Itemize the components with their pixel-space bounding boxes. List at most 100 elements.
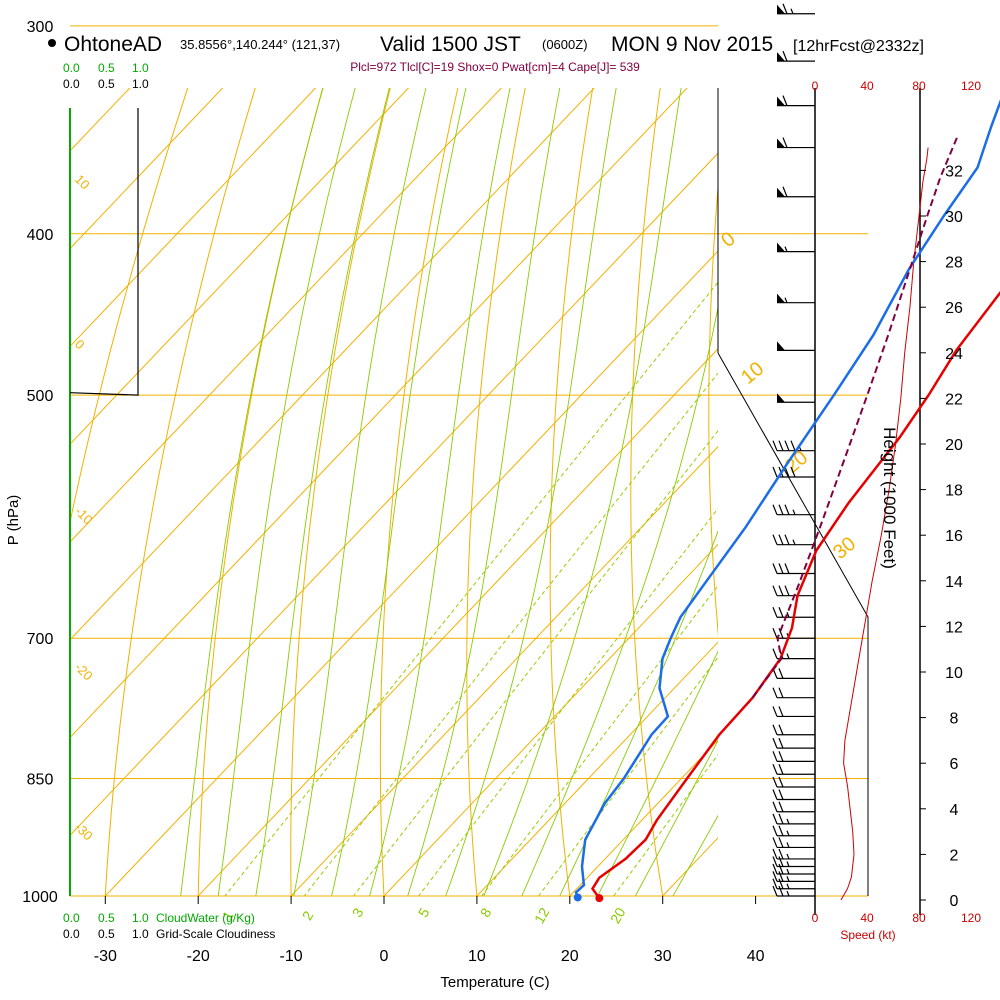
- wind-barb: [772, 751, 815, 762]
- wind-full-barb: [778, 607, 784, 618]
- utc-time: (0600Z): [542, 37, 588, 52]
- station-dot-icon: [48, 39, 56, 47]
- cloudwater-label: CloudWater (g/Kg): [156, 911, 255, 925]
- isotherm-line: [476, 641, 718, 896]
- stability-indices: Plcl=972 Tlcl[C]=19 Shox=0 Pwat[cm]=4 Ca…: [350, 60, 640, 74]
- wind-half-barb: [786, 861, 790, 867]
- wind-barb: [777, 95, 815, 107]
- wind-full-barb: [782, 186, 788, 197]
- wind-barb: [772, 563, 815, 575]
- wind-full-barb: [772, 813, 778, 825]
- wind-full-barb: [772, 648, 778, 659]
- wind-full-barb: [778, 871, 784, 882]
- wind-full-barb: [778, 856, 784, 867]
- wind-full-barb: [778, 724, 784, 735]
- height-tick-label: 22: [945, 391, 963, 408]
- plot-frame: [70, 88, 718, 896]
- adiabat-label: 10: [737, 358, 768, 389]
- wind-barb: [777, 137, 815, 149]
- wind-pennant: [777, 4, 785, 14]
- cloudwater-scale-bottom: 0.0: [63, 911, 80, 925]
- wind-full-barb: [782, 3, 788, 14]
- wind-half-barb: [786, 818, 790, 825]
- wind-half-barb: [792, 539, 796, 545]
- wind-half-barb: [784, 246, 788, 252]
- wind-full-barb: [772, 504, 778, 515]
- moist-adiabat-line: [180, 88, 324, 896]
- isotherm-label: -30: [72, 820, 96, 844]
- x-axis-title: Temperature (C): [440, 974, 549, 991]
- wind-full-barb: [778, 440, 784, 451]
- mixing-ratio-line: [303, 372, 718, 896]
- y-axis-title: P (hPa): [5, 495, 22, 546]
- wind-half-barb: [786, 876, 790, 882]
- dewpoint-line: [574, 99, 1000, 898]
- wind-barb: [777, 50, 815, 62]
- wind-full-barb: [778, 668, 784, 679]
- height-tick-label: 18: [945, 483, 963, 500]
- wind-full-barb: [782, 137, 788, 148]
- wind-full-barb: [772, 776, 778, 788]
- dry-adiabat-line: [929, 0, 1000, 924]
- mixing-ratio-line: [417, 507, 718, 896]
- mixing-ratio-line: [613, 753, 718, 896]
- speed-tick-label-bottom: 40: [860, 911, 874, 925]
- forecast-date: MON 9 Nov 2015: [611, 33, 773, 56]
- wind-half-barb: [786, 842, 790, 848]
- isotherm-line: [70, 88, 224, 250]
- dry-adiabat-line: [197, 88, 324, 896]
- moist-adiabat-line: [217, 88, 356, 896]
- wind-full-barb: [782, 50, 788, 62]
- wind-barb: [777, 186, 815, 198]
- cloudiness-scale-top: 1.0: [132, 77, 149, 91]
- wind-pennant: [777, 52, 785, 62]
- wind-barb: [772, 668, 815, 679]
- mixing-ratio-label: 5: [415, 905, 433, 920]
- isotherm-line: [828, 0, 1000, 917]
- isotherm-line: [70, 88, 502, 543]
- wind-barb: [772, 440, 815, 452]
- wind-pennant: [777, 187, 785, 197]
- mixing-ratio-label: 20: [607, 905, 629, 927]
- cloudiness-line: [69, 108, 139, 396]
- isotherm-label: -10: [72, 504, 96, 528]
- isotherm-line: [383, 543, 718, 896]
- wind-barb: [772, 801, 815, 813]
- wind-full-barb: [778, 813, 784, 825]
- wind-half-barb: [792, 509, 796, 515]
- height-tick-label: 6: [950, 756, 959, 773]
- cloudwater-scale-top: 0.5: [98, 61, 115, 75]
- wind-full-barb: [778, 837, 784, 848]
- wind-barb: [772, 825, 815, 837]
- height-tick-label: 2: [950, 847, 959, 864]
- x-tick-label: 40: [747, 948, 765, 965]
- wind-pennant: [777, 242, 785, 252]
- forecast-run: [12hrFcst@2332z]: [793, 38, 924, 55]
- wind-full-barb: [784, 504, 790, 515]
- wind-pennant: [777, 393, 785, 403]
- cloudiness-scale-top: 0.0: [63, 77, 80, 91]
- mixing-ratio-line: [352, 429, 718, 896]
- wind-full-barb: [778, 848, 784, 860]
- mixing-ratio-label: 12: [531, 905, 553, 927]
- speed-tick-label-bottom: 0: [812, 911, 819, 925]
- adiabat-label: 30: [829, 533, 860, 564]
- sounding-profiles: [573, 99, 1000, 903]
- wind-full-barb: [772, 751, 778, 762]
- wind-barb: [772, 848, 815, 860]
- wind-pennant: [777, 293, 785, 303]
- wind-full-barb: [784, 466, 790, 478]
- wind-full-barb: [772, 628, 778, 639]
- wind-barb: [772, 706, 815, 718]
- wind-barb: [772, 856, 815, 868]
- wind-full-barb: [772, 764, 778, 775]
- moist-adiabat-line: [445, 88, 617, 896]
- x-tick-label: 10: [468, 948, 486, 965]
- wind-pennant: [777, 138, 785, 148]
- wind-half-barb: [786, 890, 790, 897]
- wind-barb: [772, 534, 815, 546]
- speed-tick-label-top: 0: [812, 79, 819, 93]
- chart-axes: -30-20-100102030402503004005007008501000…: [22, 19, 981, 965]
- moist-adiabat-line: [483, 88, 682, 896]
- height-tick-label: 10: [945, 665, 963, 682]
